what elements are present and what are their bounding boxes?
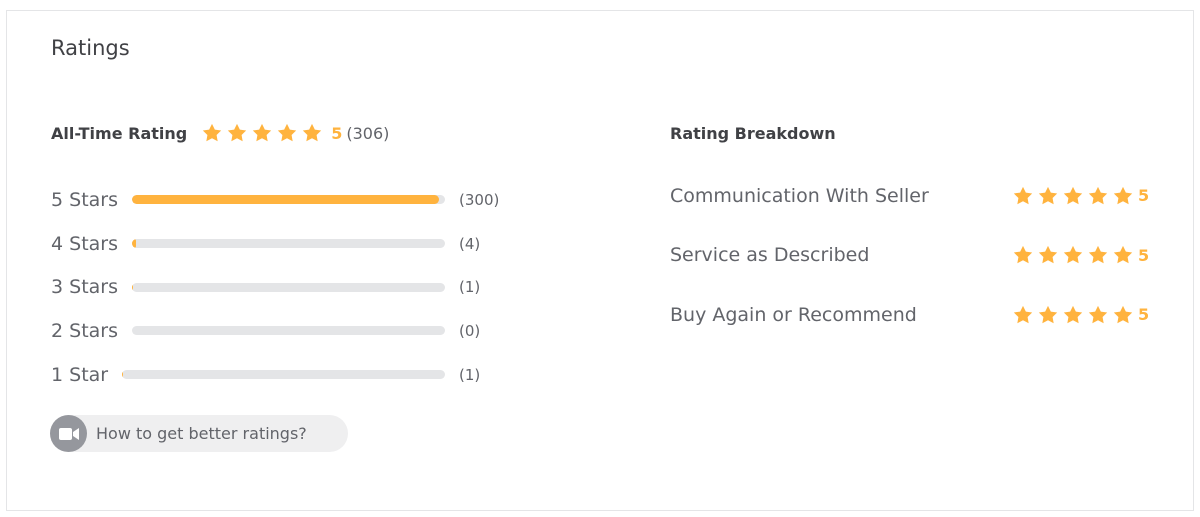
star	[1088, 305, 1108, 324]
star	[253, 123, 272, 142]
star-shape	[1113, 246, 1133, 264]
bar-track	[132, 282, 445, 292]
rating-breakdown: Communication With Seller 5 Service as Des…	[670, 166, 1160, 345]
star-shape	[1013, 246, 1033, 264]
star-shape	[303, 123, 322, 142]
bar-fill	[132, 195, 439, 205]
breakdown-title: Rating Breakdown	[670, 124, 836, 143]
star-shape	[253, 123, 272, 142]
star-shape	[1088, 305, 1108, 324]
rating-distribution: 5 Stars (300) 4 Stars (4) 3 Stars (1) 2 Stars (…	[51, 178, 503, 396]
bar-track	[132, 239, 445, 249]
star-shape	[1038, 305, 1058, 324]
review-count: (306)	[346, 123, 390, 143]
rating-value: 5	[1138, 245, 1150, 265]
star	[1013, 186, 1033, 205]
star	[203, 123, 222, 142]
breakdown-row: Communication With Seller 5	[670, 166, 1160, 226]
distribution-row: 1 Star (1)	[51, 353, 503, 397]
star-shape	[1038, 186, 1058, 205]
breakdown-label: Service as Described	[670, 244, 870, 267]
star	[228, 123, 247, 142]
help-label: How to get better ratings?	[96, 424, 307, 443]
star-shape	[1013, 186, 1033, 205]
star	[1063, 186, 1083, 205]
star	[1038, 186, 1058, 205]
star	[1038, 305, 1058, 324]
row-label: 5 Stars	[51, 188, 118, 211]
breakdown-label: Buy Again or Recommend	[670, 303, 917, 326]
bar-track	[122, 370, 445, 380]
video-icon	[50, 415, 87, 452]
all-time-rating: All-Time Rating 5 (306)	[51, 122, 389, 144]
star	[1113, 305, 1133, 324]
bar-fill	[132, 282, 134, 292]
distribution-row: 4 Stars (4)	[51, 222, 503, 266]
star-shape	[1088, 246, 1108, 264]
star-shape	[1038, 246, 1058, 264]
all-time-label: All-Time Rating	[51, 123, 188, 143]
rating-value: 5	[1138, 305, 1150, 325]
bar-track	[132, 326, 445, 336]
breakdown-label: Communication With Seller	[670, 184, 929, 207]
star-shape	[228, 123, 247, 142]
row-count: (0)	[459, 321, 481, 340]
ratings-panel	[6, 10, 1194, 511]
star-shape	[1113, 186, 1133, 205]
star-rating	[1012, 185, 1134, 207]
star	[278, 123, 297, 142]
star-shape	[1013, 305, 1033, 324]
star	[1113, 246, 1133, 264]
distribution-row: 5 Stars (300)	[51, 178, 503, 222]
star	[1013, 246, 1033, 264]
breakdown-row: Service as Described 5	[670, 226, 1160, 286]
star-rating	[1012, 304, 1134, 326]
row-count: (1)	[459, 278, 481, 297]
star-shape	[203, 123, 222, 142]
distribution-row: 2 Stars (0)	[51, 309, 503, 353]
star-shape	[1063, 246, 1083, 264]
bar-fill	[132, 239, 137, 249]
help-button[interactable]: How to get better ratings?	[50, 415, 348, 452]
distribution-row: 3 Stars (1)	[51, 265, 503, 309]
row-count: (300)	[459, 190, 500, 209]
rating-value: 5	[1138, 186, 1150, 206]
bar-fill	[122, 370, 124, 380]
star	[1113, 186, 1133, 205]
star-shape	[1063, 186, 1083, 205]
row-count: (1)	[459, 365, 481, 384]
star	[303, 123, 322, 142]
row-label: 4 Stars	[51, 232, 118, 255]
star	[1063, 246, 1083, 264]
breakdown-row: Buy Again or Recommend 5	[670, 285, 1160, 345]
bar-track	[132, 195, 445, 205]
star-shape	[1113, 305, 1133, 324]
star-shape	[278, 123, 297, 142]
rating-value: 5	[331, 123, 343, 143]
row-label: 2 Stars	[51, 319, 118, 342]
star	[1088, 186, 1108, 205]
star-rating	[201, 122, 323, 144]
star	[1063, 305, 1083, 324]
star	[1013, 305, 1033, 324]
star-shape	[1063, 305, 1083, 324]
row-label: 3 Stars	[51, 276, 118, 299]
star-rating	[1012, 244, 1134, 266]
star-shape	[1088, 186, 1108, 205]
panel-title: Ratings	[51, 36, 130, 60]
row-count: (4)	[459, 234, 481, 253]
star	[1038, 246, 1058, 264]
row-label: 1 Star	[51, 363, 109, 386]
star	[1088, 246, 1108, 264]
